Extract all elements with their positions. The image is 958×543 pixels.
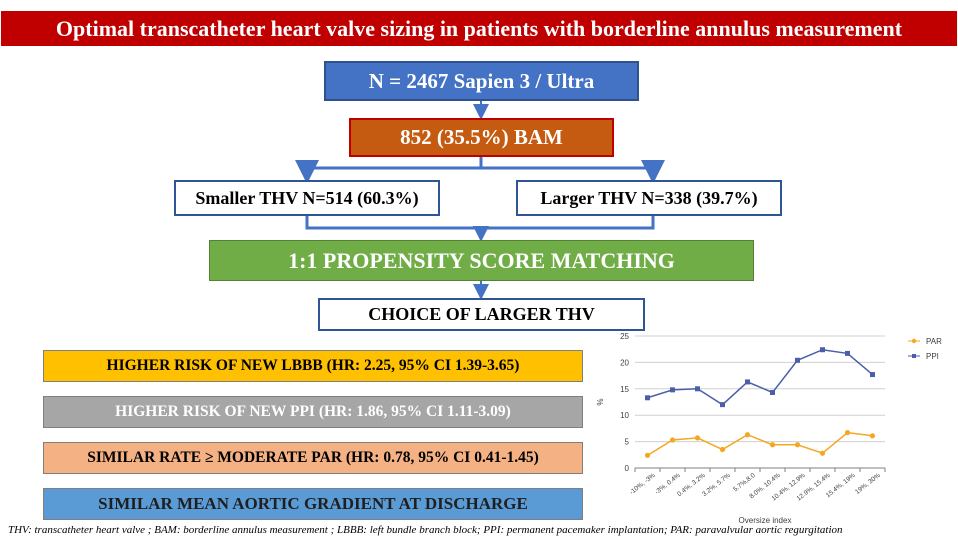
y-tick-label: 0 bbox=[625, 464, 630, 473]
data-point-par bbox=[694, 435, 701, 441]
x-axis-label: Oversize index bbox=[739, 516, 792, 525]
data-point-par bbox=[819, 450, 826, 456]
data-point-par bbox=[844, 430, 851, 436]
data-point-par bbox=[769, 442, 776, 448]
result-gradient: SIMILAR MEAN AORTIC GRADIENT AT DISCHARG… bbox=[43, 488, 583, 520]
data-point-ppi bbox=[645, 395, 650, 401]
y-axis-label: % bbox=[596, 398, 605, 405]
footnote: THV: transcatheter heart valve ; BAM: bo… bbox=[8, 524, 843, 536]
series-line-par bbox=[647, 431, 873, 456]
propensity-matching-box: 1:1 PROPENSITY SCORE MATCHING bbox=[209, 240, 754, 281]
result-ppi: HIGHER RISK OF NEW PPI (HR: 1.86, 95% CI… bbox=[43, 396, 583, 428]
bam-box: 852 (35.5%) BAM bbox=[349, 118, 614, 157]
data-point-ppi bbox=[745, 379, 750, 385]
smaller-thv-box: Smaller THV N=514 (60.3%) bbox=[174, 180, 440, 216]
result-par: SIMILAR RATE ≥ MODERATE PAR (HR: 0.78, 9… bbox=[43, 442, 583, 474]
y-tick-label: 20 bbox=[620, 358, 629, 367]
data-point-ppi bbox=[720, 402, 725, 408]
data-point-par bbox=[644, 452, 651, 458]
choice-larger-thv-box: CHOICE OF LARGER THV bbox=[318, 298, 645, 331]
legend-marker-ppi bbox=[912, 354, 916, 358]
data-point-ppi bbox=[845, 350, 850, 356]
data-point-ppi bbox=[670, 387, 675, 393]
data-point-par bbox=[744, 432, 751, 438]
data-point-ppi bbox=[770, 389, 775, 395]
population-box: N = 2467 Sapien 3 / Ultra bbox=[324, 61, 639, 101]
split-connector-right bbox=[481, 160, 665, 184]
page-title: Optimal transcatheter heart valve sizing… bbox=[1, 11, 957, 46]
y-tick-label: 25 bbox=[620, 332, 629, 341]
data-point-par bbox=[869, 433, 876, 439]
legend-label-par: PAR bbox=[926, 337, 942, 346]
x-tick-label: -10%, -3% bbox=[628, 472, 656, 496]
flow-connectors bbox=[295, 101, 665, 300]
legend-marker-par bbox=[911, 338, 917, 344]
data-point-ppi bbox=[695, 386, 700, 392]
data-point-ppi bbox=[820, 347, 825, 353]
merge-connector bbox=[305, 216, 655, 230]
y-tick-label: 10 bbox=[620, 411, 629, 420]
larger-thv-box: Larger THV N=338 (39.7%) bbox=[516, 180, 782, 216]
data-point-ppi bbox=[795, 357, 800, 363]
data-point-ppi bbox=[870, 372, 875, 378]
x-tick-label: 3.2%, 5.7% bbox=[701, 472, 732, 498]
series-line-ppi bbox=[647, 348, 873, 406]
y-tick-label: 5 bbox=[625, 438, 630, 447]
data-point-par bbox=[719, 446, 726, 453]
x-tick-label: 19%, 30% bbox=[854, 472, 882, 496]
data-point-par bbox=[669, 437, 676, 443]
legend-label-ppi: PPI bbox=[926, 352, 939, 361]
data-point-par bbox=[794, 442, 801, 448]
y-tick-label: 15 bbox=[620, 385, 629, 394]
result-lbbb: HIGHER RISK OF NEW LBBB (HR: 2.25, 95% C… bbox=[43, 350, 583, 382]
split-connector bbox=[295, 157, 483, 184]
